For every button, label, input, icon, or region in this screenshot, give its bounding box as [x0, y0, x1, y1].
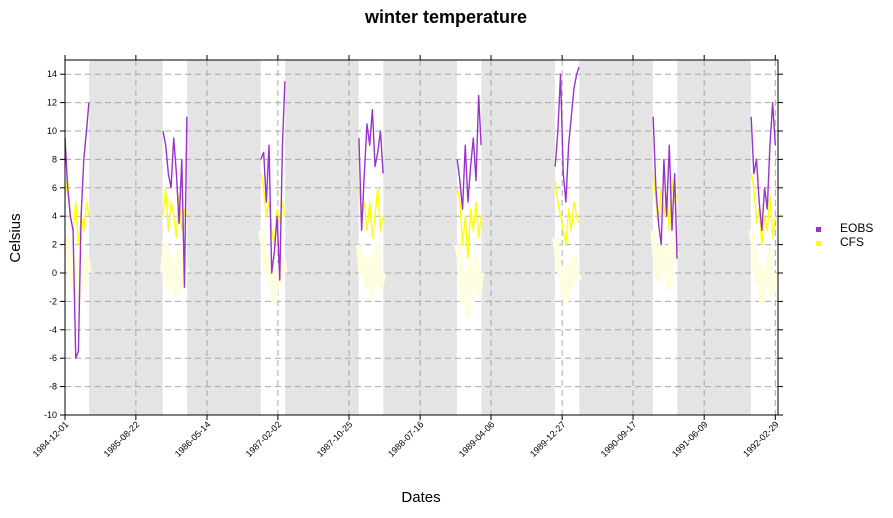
series-band-cfs [454, 244, 485, 319]
x-tick-label: 1991-06-09 [670, 419, 710, 459]
series-line-eobs [652, 116, 678, 259]
series-band-cfs [552, 237, 582, 305]
y-tick-label: 6 [52, 183, 57, 193]
x-tick-label: 1990-09-17 [599, 419, 639, 459]
series-band-cfs [258, 229, 288, 305]
series-line-cfs [456, 187, 482, 260]
legend-swatch [816, 241, 821, 246]
y-tick-label: 0 [52, 268, 57, 278]
series-line-eobs [554, 66, 580, 203]
x-tick-label: 1985-08-22 [102, 419, 142, 459]
x-tick-label: 1987-02-02 [244, 419, 284, 459]
series-band-cfs [159, 241, 190, 298]
x-tick-label: 1988-07-16 [386, 419, 426, 459]
shaded-period [677, 60, 751, 415]
y-tick-label: 8 [52, 154, 57, 164]
x-tick-label: 1984-12-01 [31, 419, 71, 459]
y-tick-label: 10 [47, 126, 57, 136]
y-tick-label: -10 [44, 410, 57, 420]
series-line-eobs [162, 116, 188, 288]
shaded-period [285, 60, 359, 415]
series-band-cfs [650, 230, 680, 291]
y-tick-label: 2 [52, 240, 57, 250]
shaded-period [89, 60, 163, 415]
y-tick-label: -6 [49, 353, 57, 363]
shaded-period [579, 60, 653, 415]
series-line-eobs [64, 102, 90, 359]
shaded-periods [89, 60, 751, 415]
legend-label: EOBS [840, 221, 873, 235]
y-tick-label: -2 [49, 296, 57, 306]
legend-swatch [816, 227, 821, 232]
x-tick-label: 1989-12-27 [528, 419, 568, 459]
series-line-eobs [260, 81, 286, 281]
legend-label: CFS [840, 235, 864, 249]
plot-frame [64, 59, 779, 416]
series-band-cfs [355, 241, 387, 298]
series-band-cfs [748, 229, 779, 305]
y-tick-label: 14 [47, 69, 57, 79]
chart-title: winter temperature [364, 7, 527, 27]
series-lines [62, 66, 779, 359]
x-tick-label: 1992-02-29 [741, 419, 781, 459]
y-tick-label: 4 [52, 211, 57, 221]
x-axis-title: Dates [401, 489, 440, 506]
series-line-eobs [456, 94, 482, 210]
y-axis-title: Celsius [7, 213, 24, 262]
y-tick-label: -8 [49, 382, 57, 392]
series-line-cfs [750, 173, 777, 246]
y-tick-label: 12 [47, 98, 57, 108]
series-line-eobs [750, 101, 777, 232]
series-line-eobs [358, 108, 384, 232]
y-tick-label: -4 [49, 325, 57, 335]
shaded-period [187, 60, 261, 415]
y-axis: -10 -8 -6 -4 -2 0 2 4 6 8 10 12 14 [44, 69, 783, 420]
series-band-cfs [62, 234, 92, 305]
shaded-period [481, 60, 555, 415]
series-line-cfs [554, 180, 580, 246]
x-tick-label: 1986-05-14 [173, 419, 213, 459]
x-tick-label: 1989-04-06 [457, 419, 497, 459]
x-tick-label: 1987-10-25 [315, 419, 355, 459]
